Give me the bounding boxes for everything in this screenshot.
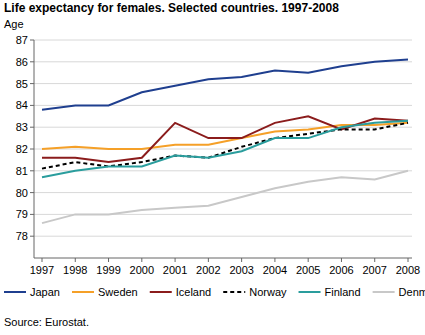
tick-label: 2008 — [396, 264, 420, 276]
tick — [108, 258, 109, 262]
legend-label: Finland — [325, 286, 361, 298]
tick-label: 84 — [16, 99, 28, 111]
tick-label: 2003 — [229, 264, 253, 276]
tick-label: 1999 — [96, 264, 120, 276]
tick — [241, 258, 242, 262]
y-axis — [34, 40, 35, 258]
tick — [30, 214, 34, 215]
series-line — [42, 123, 408, 149]
legend-swatch — [4, 291, 26, 293]
tick — [30, 61, 34, 62]
legend-swatch — [150, 291, 172, 293]
tick-label: 79 — [16, 208, 28, 220]
series-line — [42, 123, 408, 169]
tick — [30, 149, 34, 150]
grid-line — [34, 83, 412, 84]
legend-label: Denmark — [399, 286, 425, 298]
grid-line — [34, 236, 412, 237]
tick — [75, 258, 76, 262]
x-axis — [34, 258, 412, 259]
tick-label: 2002 — [196, 264, 220, 276]
legend-label: Norway — [249, 286, 287, 298]
tick — [30, 236, 34, 237]
tick — [30, 83, 34, 84]
tick — [374, 258, 375, 262]
grid-line — [34, 40, 412, 41]
legend-label: Japan — [30, 286, 60, 298]
tick-label: 80 — [16, 187, 28, 199]
legend-swatch — [299, 291, 321, 293]
tick — [408, 258, 409, 262]
source: Source: Eurostat. — [4, 316, 89, 328]
tick-label: 2007 — [362, 264, 386, 276]
tick-label: 2001 — [163, 264, 187, 276]
tick-label: 2005 — [296, 264, 320, 276]
tick-label: 1997 — [30, 264, 54, 276]
tick-label: 81 — [16, 165, 28, 177]
grid-line — [34, 127, 412, 128]
tick — [30, 127, 34, 128]
title: Life expectancy for females. Selected co… — [4, 1, 339, 15]
tick-label: 83 — [16, 121, 28, 133]
tick — [30, 192, 34, 193]
plot-lines — [42, 60, 408, 224]
tick — [141, 258, 142, 262]
legend-swatch — [223, 291, 245, 293]
chart: Life expectancy for females. Selected co… — [0, 0, 425, 335]
tick — [208, 258, 209, 262]
series-line — [42, 171, 408, 223]
tick-label: 87 — [16, 34, 28, 46]
tick — [175, 258, 176, 262]
tick — [30, 105, 34, 106]
grid-line — [34, 170, 412, 171]
grid-line — [34, 61, 412, 62]
tick-label: 85 — [16, 78, 28, 90]
tick-label: 2006 — [329, 264, 353, 276]
tick — [30, 40, 34, 41]
tick — [30, 170, 34, 171]
series-line — [42, 121, 408, 178]
tick-label: 2000 — [130, 264, 154, 276]
legend-label: Iceland — [176, 286, 211, 298]
tick-label: 1998 — [63, 264, 87, 276]
legend-label: Sweden — [98, 286, 138, 298]
tick — [308, 258, 309, 262]
legend-swatch — [373, 291, 395, 293]
series-line — [42, 60, 408, 110]
grid-line — [34, 192, 412, 193]
y-label: Age — [4, 18, 24, 30]
tick-label: 78 — [16, 230, 28, 242]
tick-label: 2004 — [263, 264, 287, 276]
tick-label: 86 — [16, 56, 28, 68]
tick-label: 82 — [16, 143, 28, 155]
tick — [274, 258, 275, 262]
legend-swatch — [72, 291, 94, 293]
tick — [341, 258, 342, 262]
tick — [42, 258, 43, 262]
